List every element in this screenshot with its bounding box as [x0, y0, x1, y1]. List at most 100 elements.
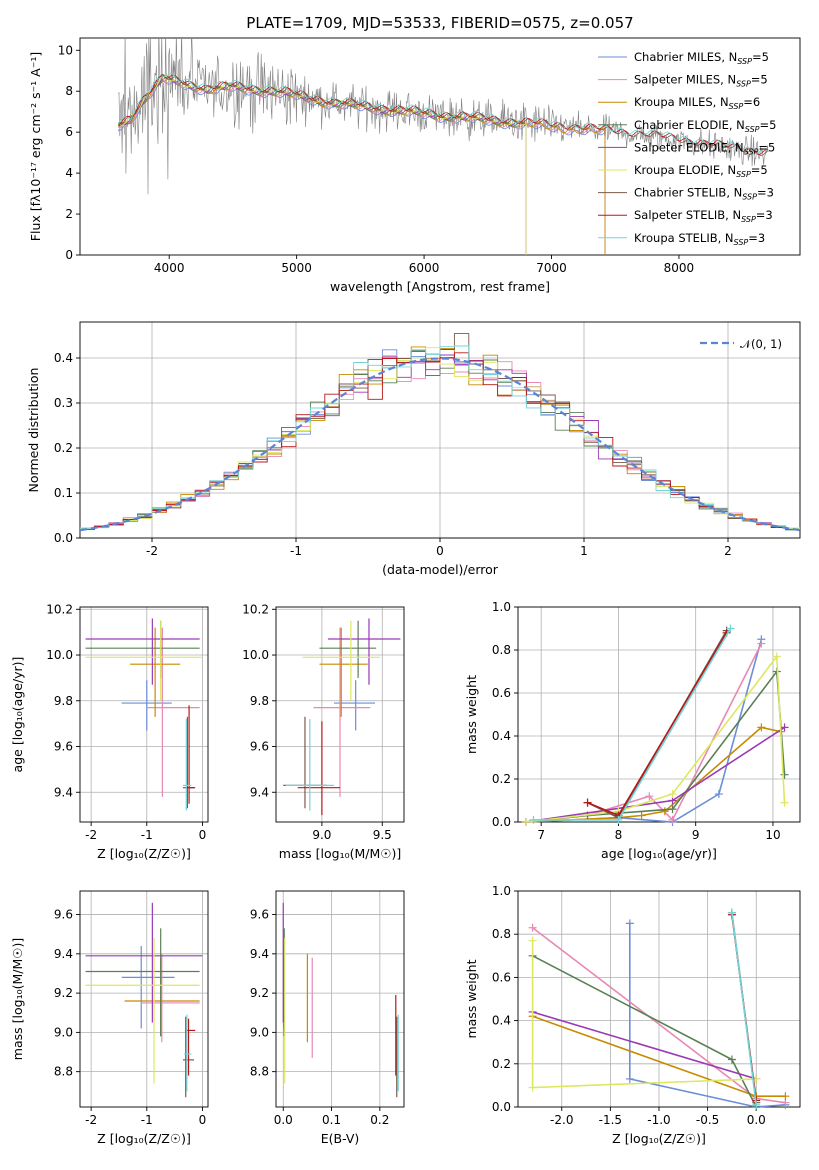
x-axis-label: E(B-V): [321, 1131, 360, 1146]
y-tick-label: 0.8: [492, 643, 511, 657]
x-tick-label: 0.0: [747, 1113, 766, 1127]
data-point-marker: [668, 805, 677, 814]
x-axis-label: Z [log₁₀(Z/Z☉)]: [97, 846, 191, 861]
residuals-panel: -2 -1 0 1 2 0.0 0.1 0.2 0.3 0.4 (data-model)/error…: [26, 321, 801, 577]
model-spectrum: [118, 75, 527, 255]
x-tick-label: 0: [436, 544, 444, 558]
normal-curve: [79, 357, 801, 532]
data-point-marker: [727, 908, 736, 917]
y-tick-label: 0.8: [492, 927, 511, 941]
x-tick-label: -2.0: [550, 1113, 573, 1127]
y-tick-label: 0.4: [492, 1014, 511, 1028]
y-tick-label: 2: [65, 207, 73, 221]
data-point-marker: [583, 798, 592, 807]
x-tick-label: 1: [580, 544, 588, 558]
y-tick-label: 0.3: [54, 396, 73, 410]
y-tick-label: 1.0: [492, 884, 511, 898]
x-tick-label: -1.0: [647, 1113, 670, 1127]
x-tick-label: 9: [692, 828, 700, 842]
x-tick-label: 5000: [281, 261, 312, 275]
y-tick-label: 9.6: [250, 740, 269, 754]
y-tick-label: 0.4: [492, 729, 511, 743]
y-tick-label: 9.8: [250, 694, 269, 708]
axes-frame: [79, 606, 209, 823]
y-tick-label: 8.8: [250, 1065, 269, 1079]
data-point-marker: [529, 815, 538, 824]
y-tick-label: 9.2: [250, 986, 269, 1000]
x-axis-label: (data-model)/error: [382, 562, 499, 577]
y-axis-label: mass weight: [464, 675, 479, 754]
spectrum-title: PLATE=1709, MJD=53533, FIBERID=0575, z=0…: [246, 14, 633, 32]
mass-weight-line: [532, 1011, 757, 1080]
axes-frame: [79, 321, 801, 539]
spectrum-panel: 4000 5000 6000 7000 8000 0 2 4 6 8 10 wavelength [A…: [28, 37, 801, 294]
axes-frame: [275, 890, 405, 1108]
mass-weight-line: [525, 726, 781, 823]
x-tick-label: 9.0: [312, 828, 331, 842]
data-point-marker: [668, 790, 677, 799]
y-tick-label: 9.6: [54, 908, 73, 922]
y-tick-label: 1.0: [492, 600, 511, 614]
legend-label: Salpeter STELIB, NSSP=3: [634, 208, 773, 224]
y-tick-label: 9.2: [54, 986, 73, 1000]
y-tick-label: 0.6: [492, 686, 511, 700]
data-point-marker: [714, 790, 723, 799]
y-tick-label: 8.8: [54, 1065, 73, 1079]
data-point-marker: [528, 936, 537, 945]
y-tick-label: 0.1: [54, 486, 73, 500]
x-tick-label: 0: [199, 1113, 207, 1127]
data-point-marker: [668, 815, 677, 824]
y-tick-label: 10.2: [242, 602, 269, 616]
y-tick-label: 10.0: [46, 648, 73, 662]
x-tick-label: 0.2: [370, 1113, 389, 1127]
data-point-marker: [528, 1083, 537, 1092]
mass-weight-line: [525, 654, 786, 823]
legend-label: Kroupa MILES, NSSP=6: [634, 95, 760, 111]
mass-vs-Z-panel: -2 -1 0 8.8 9.0 9.2 9.4 9.6 Z [log₁₀(Z/Z☉)] mass …: [10, 890, 209, 1146]
model-spectrum: [118, 73, 769, 156]
legend-label: Kroupa STELIB, NSSP=3: [634, 231, 765, 247]
x-axis-label: wavelength [Angstrom, rest frame]: [330, 279, 550, 294]
y-tick-label: 0.0: [54, 531, 73, 545]
y-tick-label: 0.4: [54, 351, 73, 365]
axes-frame: [517, 606, 801, 823]
y-tick-label: 0.2: [492, 772, 511, 786]
y-tick-label: 0.0: [492, 1100, 511, 1114]
x-tick-label: -2: [85, 1113, 97, 1127]
data-point-marker: [637, 811, 646, 820]
x-tick-label: 4000: [154, 261, 185, 275]
mass-weight-vs-age-panel: 7 8 9 10 0.0 0.2 0.4 0.6 0.8 1.0 age [log₁₀(age/yr…: [464, 600, 801, 861]
data-point-marker: [614, 815, 623, 824]
data-point-marker: [781, 1092, 790, 1101]
mass-weight-line: [525, 639, 763, 823]
y-tick-label: 10.2: [46, 602, 73, 616]
x-axis-label: Z [log₁₀(Z/Z☉)]: [612, 1131, 706, 1146]
y-tick-label: 9.0: [54, 1025, 73, 1039]
y-tick-label: 0.2: [492, 1057, 511, 1071]
mass-weight-line: [731, 912, 757, 1105]
x-tick-label: 2: [724, 544, 732, 558]
residual-histogram: [80, 352, 800, 530]
observed-spectrum: [118, 38, 769, 195]
data-point-marker: [780, 770, 789, 779]
data-point-marker: [726, 624, 735, 633]
x-tick-label: 8000: [664, 261, 695, 275]
x-tick-label: -1: [141, 1113, 153, 1127]
data-point-marker: [521, 818, 530, 826]
legend-label: Salpeter MILES, NSSP=5: [634, 73, 768, 89]
y-tick-label: 10.0: [242, 648, 269, 662]
y-tick-label: 0: [65, 248, 73, 262]
data-point-marker: [727, 1055, 736, 1064]
y-axis-label: Flux [fλ10⁻¹⁷ erg cm⁻² s⁻¹ A⁻¹]: [28, 52, 43, 241]
x-tick-label: 10: [765, 828, 780, 842]
y-tick-label: 9.6: [250, 908, 269, 922]
legend-label: Chabrier STELIB, NSSP=3: [634, 186, 774, 202]
legend-label: 𝒩(0, 1): [740, 337, 782, 351]
model-spectrum: [117, 73, 769, 154]
x-tick-label: 0: [199, 828, 207, 842]
axes-frame: [275, 606, 405, 823]
x-tick-label: 0.1: [322, 1113, 341, 1127]
residual-histogram: [80, 345, 800, 530]
y-axis-label: Normed distribution: [26, 368, 41, 493]
